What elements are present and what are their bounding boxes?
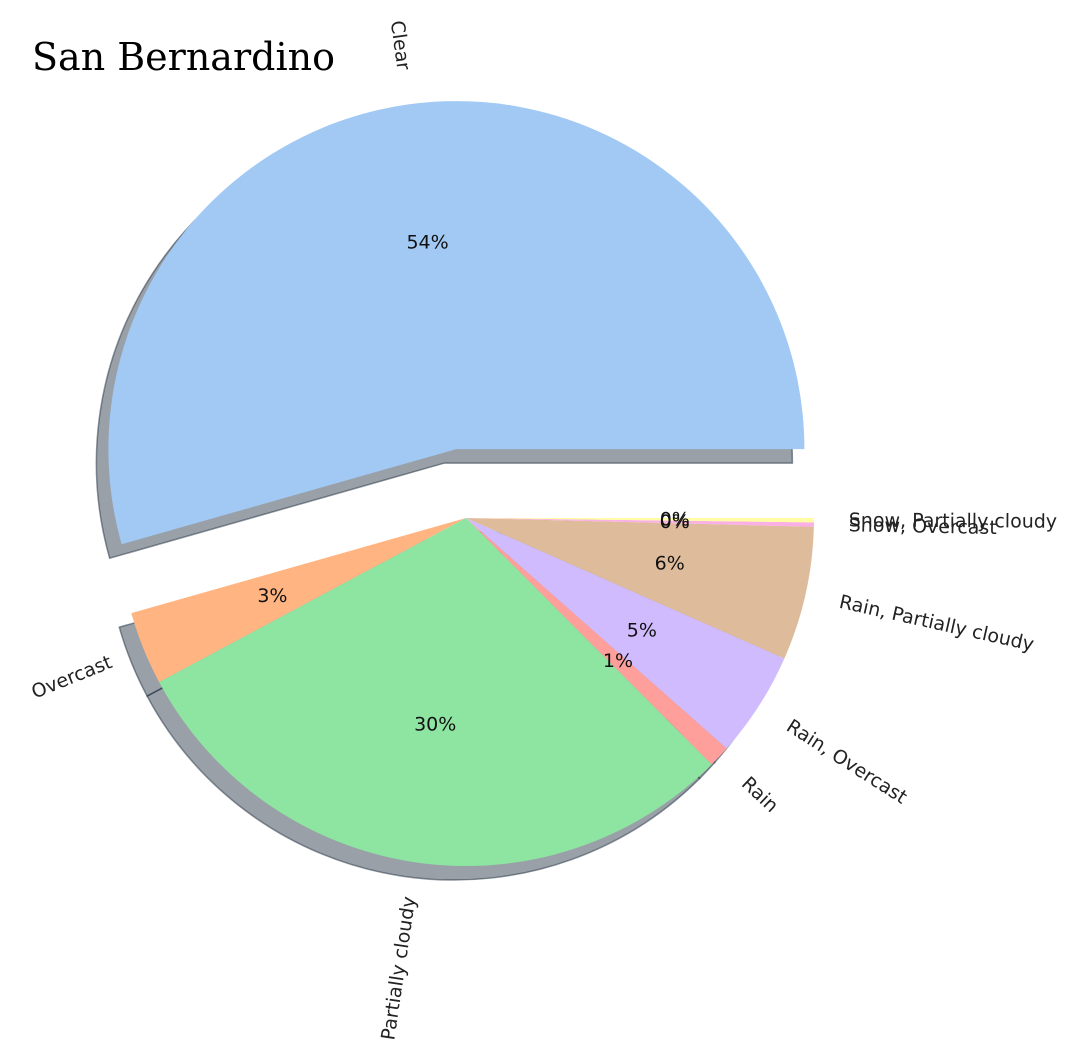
pct-label-rain-partially-cloudy: 6% (655, 553, 685, 575)
percent-labels: 54%3%30%1%5%6%0%0% (257, 231, 690, 735)
pct-label-overcast: 3% (257, 585, 287, 607)
pct-label-rain: 1% (603, 650, 633, 672)
slice-overcast (131, 518, 467, 683)
slice-rain-partially-cloudy (466, 518, 814, 659)
chart-title: San Bernardino (32, 35, 335, 79)
category-label-snow-overcast: Snow, Overcast (849, 514, 997, 539)
pie-slices (108, 101, 814, 866)
slice-rain-overcast (466, 518, 785, 749)
category-label-clear: Clear (386, 19, 415, 71)
category-label-rain-overcast: Rain, Overcast (782, 715, 911, 808)
category-label-snow-partially-cloudy: Snow, Partially cloudy (849, 509, 1057, 532)
slice-snow-overcast (466, 518, 814, 527)
slice-clear (108, 101, 805, 545)
pct-label-partially-cloudy: 30% (414, 714, 456, 736)
category-label-rain: Rain (737, 772, 782, 817)
slice-rain (466, 518, 727, 765)
category-label-partially-cloudy: Partially cloudy (377, 895, 420, 1042)
pct-label-snow-overcast: 0% (660, 511, 690, 533)
pct-label-snow-partially-cloudy: 0% (660, 508, 690, 530)
pct-label-clear: 54% (406, 231, 448, 253)
category-label-overcast: Overcast (28, 651, 115, 703)
pct-label-rain-overcast: 5% (627, 620, 657, 642)
category-label-rain-partially-cloudy: Rain, Partially cloudy (837, 591, 1036, 656)
slice-snow-partially-cloudy (466, 518, 814, 523)
slice-partially-cloudy (159, 518, 712, 866)
